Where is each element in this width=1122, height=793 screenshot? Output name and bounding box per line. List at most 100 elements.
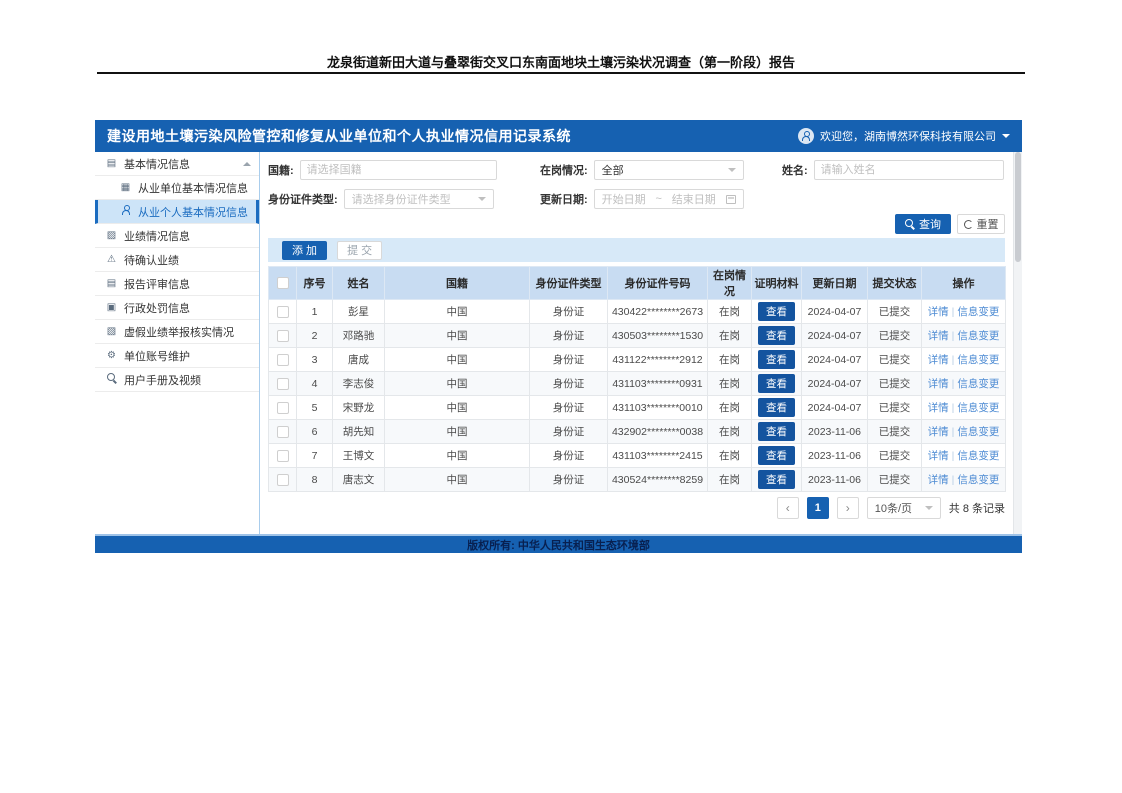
app-body: ▤ 基本情况信息 ▦ 从业单位基本情况信息 从业个人基本情况信息 ▨ 业绩情况信…	[95, 152, 1022, 536]
view-button[interactable]: 查看	[758, 422, 795, 441]
sidebar-item-user-manual[interactable]: 用户手册及视频	[95, 368, 259, 392]
records-table: 序号 姓名 国籍 身份证件类型 身份证件号码 在岗情况 证明材料 更新日期 提交…	[268, 266, 1006, 492]
chevron-up-icon	[243, 161, 251, 166]
view-button[interactable]: 查看	[758, 470, 795, 489]
detail-link[interactable]: 详情	[927, 330, 949, 342]
search-button[interactable]: 查询	[895, 214, 951, 234]
vertical-scrollbar[interactable]	[1013, 152, 1022, 534]
cell-id-number: 431103********0931	[607, 371, 708, 396]
change-link[interactable]: 信息变更	[957, 450, 1000, 462]
detail-link[interactable]: 详情	[927, 354, 949, 366]
row-checkbox[interactable]	[276, 425, 289, 438]
next-page-button[interactable]: ›	[836, 497, 859, 519]
view-button[interactable]: 查看	[758, 374, 795, 393]
table-row: 2 邓路驰 中国 身份证 430503********1530 在岗 查看 20…	[268, 323, 1006, 348]
page-1-button[interactable]: 1	[806, 497, 829, 519]
sidebar-item-person-basic-info[interactable]: 从业个人基本情况信息	[95, 200, 259, 224]
page-size-select[interactable]: 10条/页	[866, 497, 941, 519]
scrollbar-thumb[interactable]	[1015, 152, 1021, 262]
search-icon	[905, 219, 915, 229]
view-button[interactable]: 查看	[758, 398, 795, 417]
row-checkbox[interactable]	[276, 401, 289, 414]
cell-seq: 6	[296, 419, 333, 444]
sidebar-item-account-maintenance[interactable]: ⚙ 单位账号维护	[95, 344, 259, 368]
app-title: 建设用地土壤污染风险管控和修复从业单位和个人执业情况信用记录系统	[107, 128, 571, 144]
name-input[interactable]	[813, 160, 1004, 180]
detail-link[interactable]: 详情	[927, 450, 949, 462]
table-row: 6 胡先知 中国 身份证 432902********0038 在岗 查看 20…	[268, 419, 1006, 444]
change-link[interactable]: 信息变更	[957, 402, 1000, 414]
row-checkbox[interactable]	[276, 353, 289, 366]
view-button[interactable]: 查看	[758, 302, 795, 321]
date-separator: ~	[655, 193, 662, 205]
row-checkbox[interactable]	[276, 305, 289, 318]
sidebar-item-label: 待确认业绩	[124, 254, 179, 267]
detail-link[interactable]: 详情	[927, 306, 949, 318]
prev-page-button[interactable]: ‹	[776, 497, 799, 519]
cell-id-type: 身份证	[529, 395, 608, 420]
cell-id-type: 身份证	[529, 467, 608, 492]
sidebar-item-admin-penalty[interactable]: ▣ 行政处罚信息	[95, 296, 259, 320]
detail-link[interactable]: 详情	[927, 378, 949, 390]
detail-link[interactable]: 详情	[927, 402, 949, 414]
sidebar-item-label: 行政处罚信息	[124, 302, 190, 315]
avatar	[798, 128, 814, 144]
cell-seq: 4	[296, 371, 333, 396]
sidebar-item-performance-info[interactable]: ▨ 业绩情况信息	[95, 224, 259, 248]
sidebar-item-unit-basic-info[interactable]: ▦ 从业单位基本情况信息	[95, 176, 259, 200]
row-checkbox[interactable]	[276, 377, 289, 390]
detail-link[interactable]: 详情	[927, 426, 949, 438]
view-button[interactable]: 查看	[758, 446, 795, 465]
change-link[interactable]: 信息变更	[957, 306, 1000, 318]
sidebar-item-basic-info[interactable]: ▤ 基本情况信息	[95, 152, 259, 176]
link-separator: |	[951, 378, 955, 390]
view-button[interactable]: 查看	[758, 350, 795, 369]
nationality-input[interactable]	[299, 160, 497, 180]
cell-seq: 2	[296, 323, 333, 348]
add-button[interactable]: 添 加	[282, 240, 328, 260]
change-link[interactable]: 信息变更	[957, 474, 1000, 486]
sidebar-item-false-performance-report[interactable]: ▧ 虚假业绩举报核实情况	[95, 320, 259, 344]
welcome-text: 欢迎您，湖南博然环保科技有限公司	[820, 131, 996, 143]
row-checkbox[interactable]	[276, 329, 289, 342]
cell-duty-status: 在岗	[707, 443, 752, 468]
table-row: 7 王博文 中国 身份证 431103********2415 在岗 查看 20…	[268, 443, 1006, 468]
cell-update-date: 2024-04-07	[801, 347, 868, 372]
submit-button[interactable]: 提 交	[337, 240, 383, 260]
sidebar-item-pending-performance[interactable]: ⚠ 待确认业绩	[95, 248, 259, 272]
column-header: 证明材料	[751, 266, 802, 300]
duty-status-select[interactable]: 全部	[593, 160, 744, 180]
cell-duty-status: 在岗	[707, 395, 752, 420]
view-button[interactable]: 查看	[758, 326, 795, 345]
change-link[interactable]: 信息变更	[957, 426, 1000, 438]
cell-update-date: 2024-04-07	[801, 371, 868, 396]
person-icon	[801, 131, 811, 141]
cell-nationality: 中国	[384, 467, 530, 492]
id-type-select[interactable]: 请选择身份证件类型	[343, 189, 494, 209]
cell-duty-status: 在岗	[707, 299, 752, 324]
sidebar-item-report-review[interactable]: ▤ 报告评审信息	[95, 272, 259, 296]
reset-button[interactable]: 重置	[957, 214, 1005, 234]
cell-id-number: 431103********2415	[607, 443, 708, 468]
user-menu[interactable]: 欢迎您，湖南博然环保科技有限公司	[798, 128, 1010, 144]
cell-update-date: 2024-04-07	[801, 395, 868, 420]
cell-operations: 详情 | 信息变更	[921, 347, 1006, 372]
select-all-checkbox[interactable]	[276, 277, 289, 290]
cell-nationality: 中国	[384, 419, 530, 444]
row-checkbox[interactable]	[276, 473, 289, 486]
sidebar: ▤ 基本情况信息 ▦ 从业单位基本情况信息 从业个人基本情况信息 ▨ 业绩情况信…	[95, 152, 260, 534]
copyright-text: 版权所有: 中华人民共和国生态环境部	[467, 539, 650, 552]
row-checkbox[interactable]	[276, 449, 289, 462]
cell-seq: 3	[296, 347, 333, 372]
date-range-picker[interactable]: 开始日期 ~ 结束日期	[593, 189, 744, 209]
cell-operations: 详情 | 信息变更	[921, 419, 1006, 444]
change-link[interactable]: 信息变更	[957, 330, 1000, 342]
change-link[interactable]: 信息变更	[957, 378, 1000, 390]
change-link[interactable]: 信息变更	[957, 354, 1000, 366]
cell-operations: 详情 | 信息变更	[921, 467, 1006, 492]
chevron-down-icon	[1002, 134, 1010, 138]
cell-id-number: 431122********2912	[607, 347, 708, 372]
detail-link[interactable]: 详情	[927, 474, 949, 486]
pagination: ‹ 1 › 10条/页 共 8 条记录	[776, 496, 1005, 520]
